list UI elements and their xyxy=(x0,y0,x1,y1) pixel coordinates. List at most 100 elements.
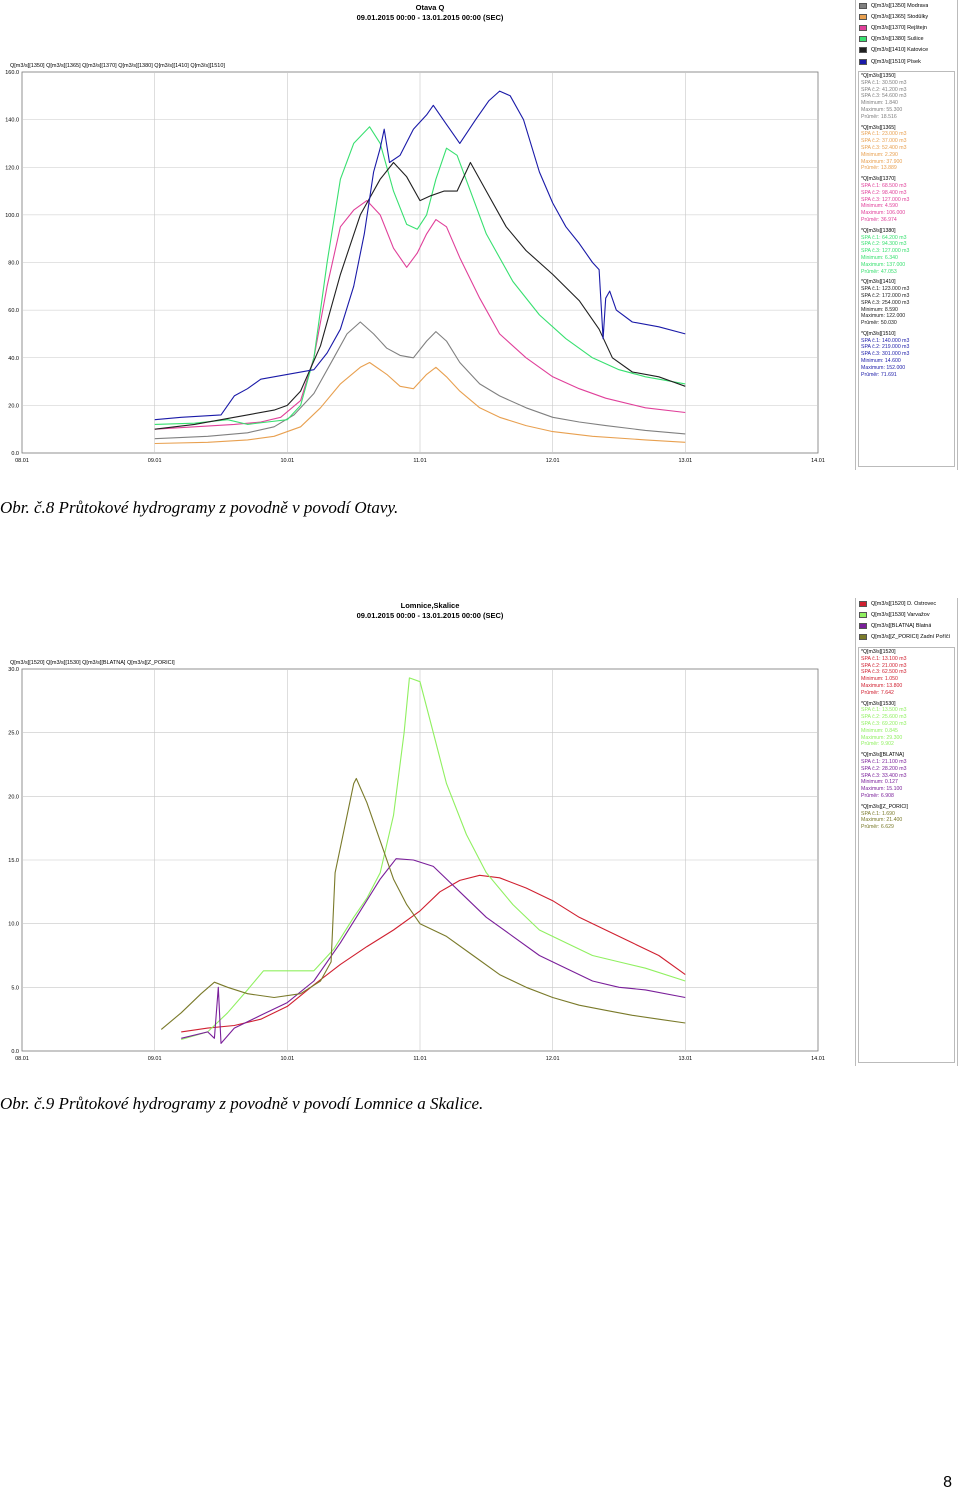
x-tick-label: 09.01 xyxy=(148,458,162,464)
legend-swatch xyxy=(859,47,867,54)
stat-line: SPA č.1: 1.690 xyxy=(861,810,895,817)
x-tick-label: 10.01 xyxy=(280,458,294,464)
stat-line: Minimum: 0.127 xyxy=(861,779,898,786)
stat-block: *Q[m3/s][Z_PORICI] SPA č.1: 1.690 Maximum:… xyxy=(861,804,952,831)
stat-line: SPA č.1: 140.000 m3 xyxy=(861,337,910,344)
legend-swatch xyxy=(859,634,867,641)
stat-line: Průměr: 7.642 xyxy=(861,689,894,696)
stat-line: Průměr: 18.516 xyxy=(861,113,897,120)
stats-panel: *Q[m3/s][1520] SPA č.1: 13.100 m3 SPA č.2:… xyxy=(858,647,955,1063)
stat-line: SPA č.2: 37.000 m3 xyxy=(861,138,907,145)
stat-line: Minimum: 0.845 xyxy=(861,727,898,734)
chart-otava-q: Otava Q09.01.2015 00:00 - 13.01.2015 00:… xyxy=(5,3,825,464)
y-tick-label: 25.0 xyxy=(8,731,19,737)
y-tick-label: 140.0 xyxy=(5,118,19,124)
stat-block: *Q[m3/s][1410] SPA č.1: 123.000 m3 SPA č.2… xyxy=(861,279,952,327)
legend-swatch xyxy=(859,58,867,65)
stat-block: *Q[m3/s][1365] SPA č.1: 23.000 m3 SPA č.2:… xyxy=(861,125,952,173)
stat-line: SPA č.2: 172.000 m3 xyxy=(861,292,910,299)
stat-line: Maximum: 122.000 xyxy=(861,313,906,320)
legend-swatch xyxy=(859,2,867,9)
series-line-2 xyxy=(154,200,686,430)
series-line-4 xyxy=(154,161,686,430)
stat-line: Maximum: 13.800 xyxy=(861,682,903,689)
legend-item: Q[m3/s][1365] Stodůlky xyxy=(856,11,957,22)
legend-label: Q[m3/s][1350] Modrava xyxy=(871,2,929,9)
stat-line: Minimum: 2.290 xyxy=(861,151,898,158)
stat-line: Maximum: 29.300 xyxy=(861,734,903,741)
x-tick-label: 09.01 xyxy=(148,1056,162,1062)
legend-item: Q[m3/s][1510] Písek xyxy=(856,56,957,67)
stat-header: *Q[m3/s][1350] xyxy=(861,73,896,79)
stat-line: SPA č.1: 68.500 m3 xyxy=(861,182,907,189)
stat-block: *Q[m3/s][1520] SPA č.1: 13.100 m3 SPA č.2:… xyxy=(861,649,952,697)
stat-line: SPA č.1: 23.000 m3 xyxy=(861,131,907,138)
stat-line: SPA č.2: 28.200 m3 xyxy=(861,765,907,772)
stat-line: SPA č.3: 52.400 m3 xyxy=(861,144,907,151)
legend-items: Q[m3/s][1520] D. Ostrovec Q[m3/s][1530] V… xyxy=(856,598,957,643)
y-tick-label: 100.0 xyxy=(5,213,19,219)
stat-line: SPA č.3: 127.000 m3 xyxy=(861,196,910,203)
legend-swatch xyxy=(859,600,867,607)
x-tick-label: 10.01 xyxy=(280,1056,294,1062)
legend-item: Q[m3/s][1350] Modrava xyxy=(856,0,957,11)
legend-label: Q[m3/s][1520] D. Ostrovec xyxy=(871,600,937,607)
stat-header: *Q[m3/s][Z_PORICI] xyxy=(861,803,908,810)
legend-swatch xyxy=(859,611,867,618)
legend-item: Q[m3/s][1520] D. Ostrovec xyxy=(856,598,957,609)
legend-label: Q[m3/s][1510] Písek xyxy=(871,58,921,65)
stat-line: SPA č.1: 13.500 m3 xyxy=(861,707,907,714)
stat-line: SPA č.3: 127.000 m3 xyxy=(861,248,910,255)
chart-title: Lomnice,Skalice xyxy=(401,601,460,610)
stat-line: Průměr: 6.908 xyxy=(861,792,894,799)
stat-line: SPA č.3: 33.400 m3 xyxy=(861,772,907,779)
legend-label: Q[m3/s][1530] Varvažov xyxy=(871,611,930,618)
legend-label: Q[m3/s][Z_PORICI] Zadní Poříčí xyxy=(871,634,951,641)
stat-line: Minimum: 1.840 xyxy=(861,100,898,107)
stat-line: SPA č.2: 21.000 m3 xyxy=(861,662,907,669)
series-line-0 xyxy=(154,321,686,440)
stat-block: *Q[m3/s][1370] SPA č.1: 68.500 m3 SPA č.2:… xyxy=(861,176,952,224)
y-tick-label: 30.0 xyxy=(8,667,19,673)
y-tick-label: 5.0 xyxy=(11,985,19,991)
stat-line: Průměr: 9.902 xyxy=(861,741,894,748)
series-line-3 xyxy=(154,126,686,425)
legend-swatch xyxy=(859,13,867,20)
stat-header: *Q[m3/s][1510] xyxy=(861,330,896,337)
stat-header: *Q[m3/s][1365] xyxy=(861,124,896,131)
y-tick-label: 0.0 xyxy=(11,451,19,457)
x-tick-label: 14.01 xyxy=(811,458,825,464)
stat-line: Minimum: 8.590 xyxy=(861,306,898,313)
x-tick-label: 13.01 xyxy=(678,458,692,464)
legend-panel-lomnice: Q[m3/s][1520] D. Ostrovec Q[m3/s][1530] V… xyxy=(855,598,958,1066)
figure-lomnice-skalice: Lomnice,Skalice 09.01.2015 00:00 - 13.01.… xyxy=(0,598,960,1066)
y-tick-label: 0.0 xyxy=(11,1049,19,1055)
legend-label: Q[m3/s][1365] Stodůlky xyxy=(871,13,929,20)
stat-block: *Q[m3/s][1510] SPA č.1: 140.000 m3 SPA č.2… xyxy=(861,331,952,379)
series-line-1 xyxy=(154,361,686,445)
stat-line: Maximum: 21.400 xyxy=(861,817,903,824)
stat-line: SPA č.3: 62.500 m3 xyxy=(861,669,907,676)
stat-block: *Q[m3/s][BLATNA] SPA č.1: 21.100 m3 SPA č.… xyxy=(861,752,952,800)
stat-line: Průměr: 47.053 xyxy=(861,268,897,275)
page-number: 8 xyxy=(943,1474,952,1491)
x-tick-label: 14.01 xyxy=(811,1056,825,1062)
stat-header: *Q[m3/s][1380] xyxy=(861,227,896,234)
stat-line: SPA č.1: 13.100 m3 xyxy=(861,655,907,662)
y-tick-label: 20.0 xyxy=(8,794,19,800)
series-header: Q[m3/s][1520] Q[m3/s][1530] Q[m3/s][BLAT… xyxy=(10,660,175,666)
figure-caption-9: Obr. č.9 Průtokové hydrogramy z povodně … xyxy=(0,1094,484,1113)
y-tick-label: 40.0 xyxy=(8,356,19,362)
stat-block: *Q[m3/s][1380] SPA č.1: 64.200 m3 SPA č.2:… xyxy=(861,228,952,276)
stat-line: SPA č.3: 54.600 m3 xyxy=(861,93,907,100)
stat-line: Průměr: 6.629 xyxy=(861,824,894,831)
legend-swatch xyxy=(859,24,867,31)
legend-label: Q[m3/s][1410] Katovice xyxy=(871,47,929,54)
series-line-3 xyxy=(160,777,686,1030)
series-header: Q[m3/s][1350] Q[m3/s][1365] Q[m3/s][1370… xyxy=(10,63,225,69)
stat-line: Maximum: 137.000 xyxy=(861,261,906,268)
stat-line: Maximum: 37.900 xyxy=(861,158,903,165)
figure-caption-8: Obr. č.8 Průtokové hydrogramy z povodně … xyxy=(0,498,399,517)
stat-line: SPA č.2: 219.000 m3 xyxy=(861,344,910,351)
